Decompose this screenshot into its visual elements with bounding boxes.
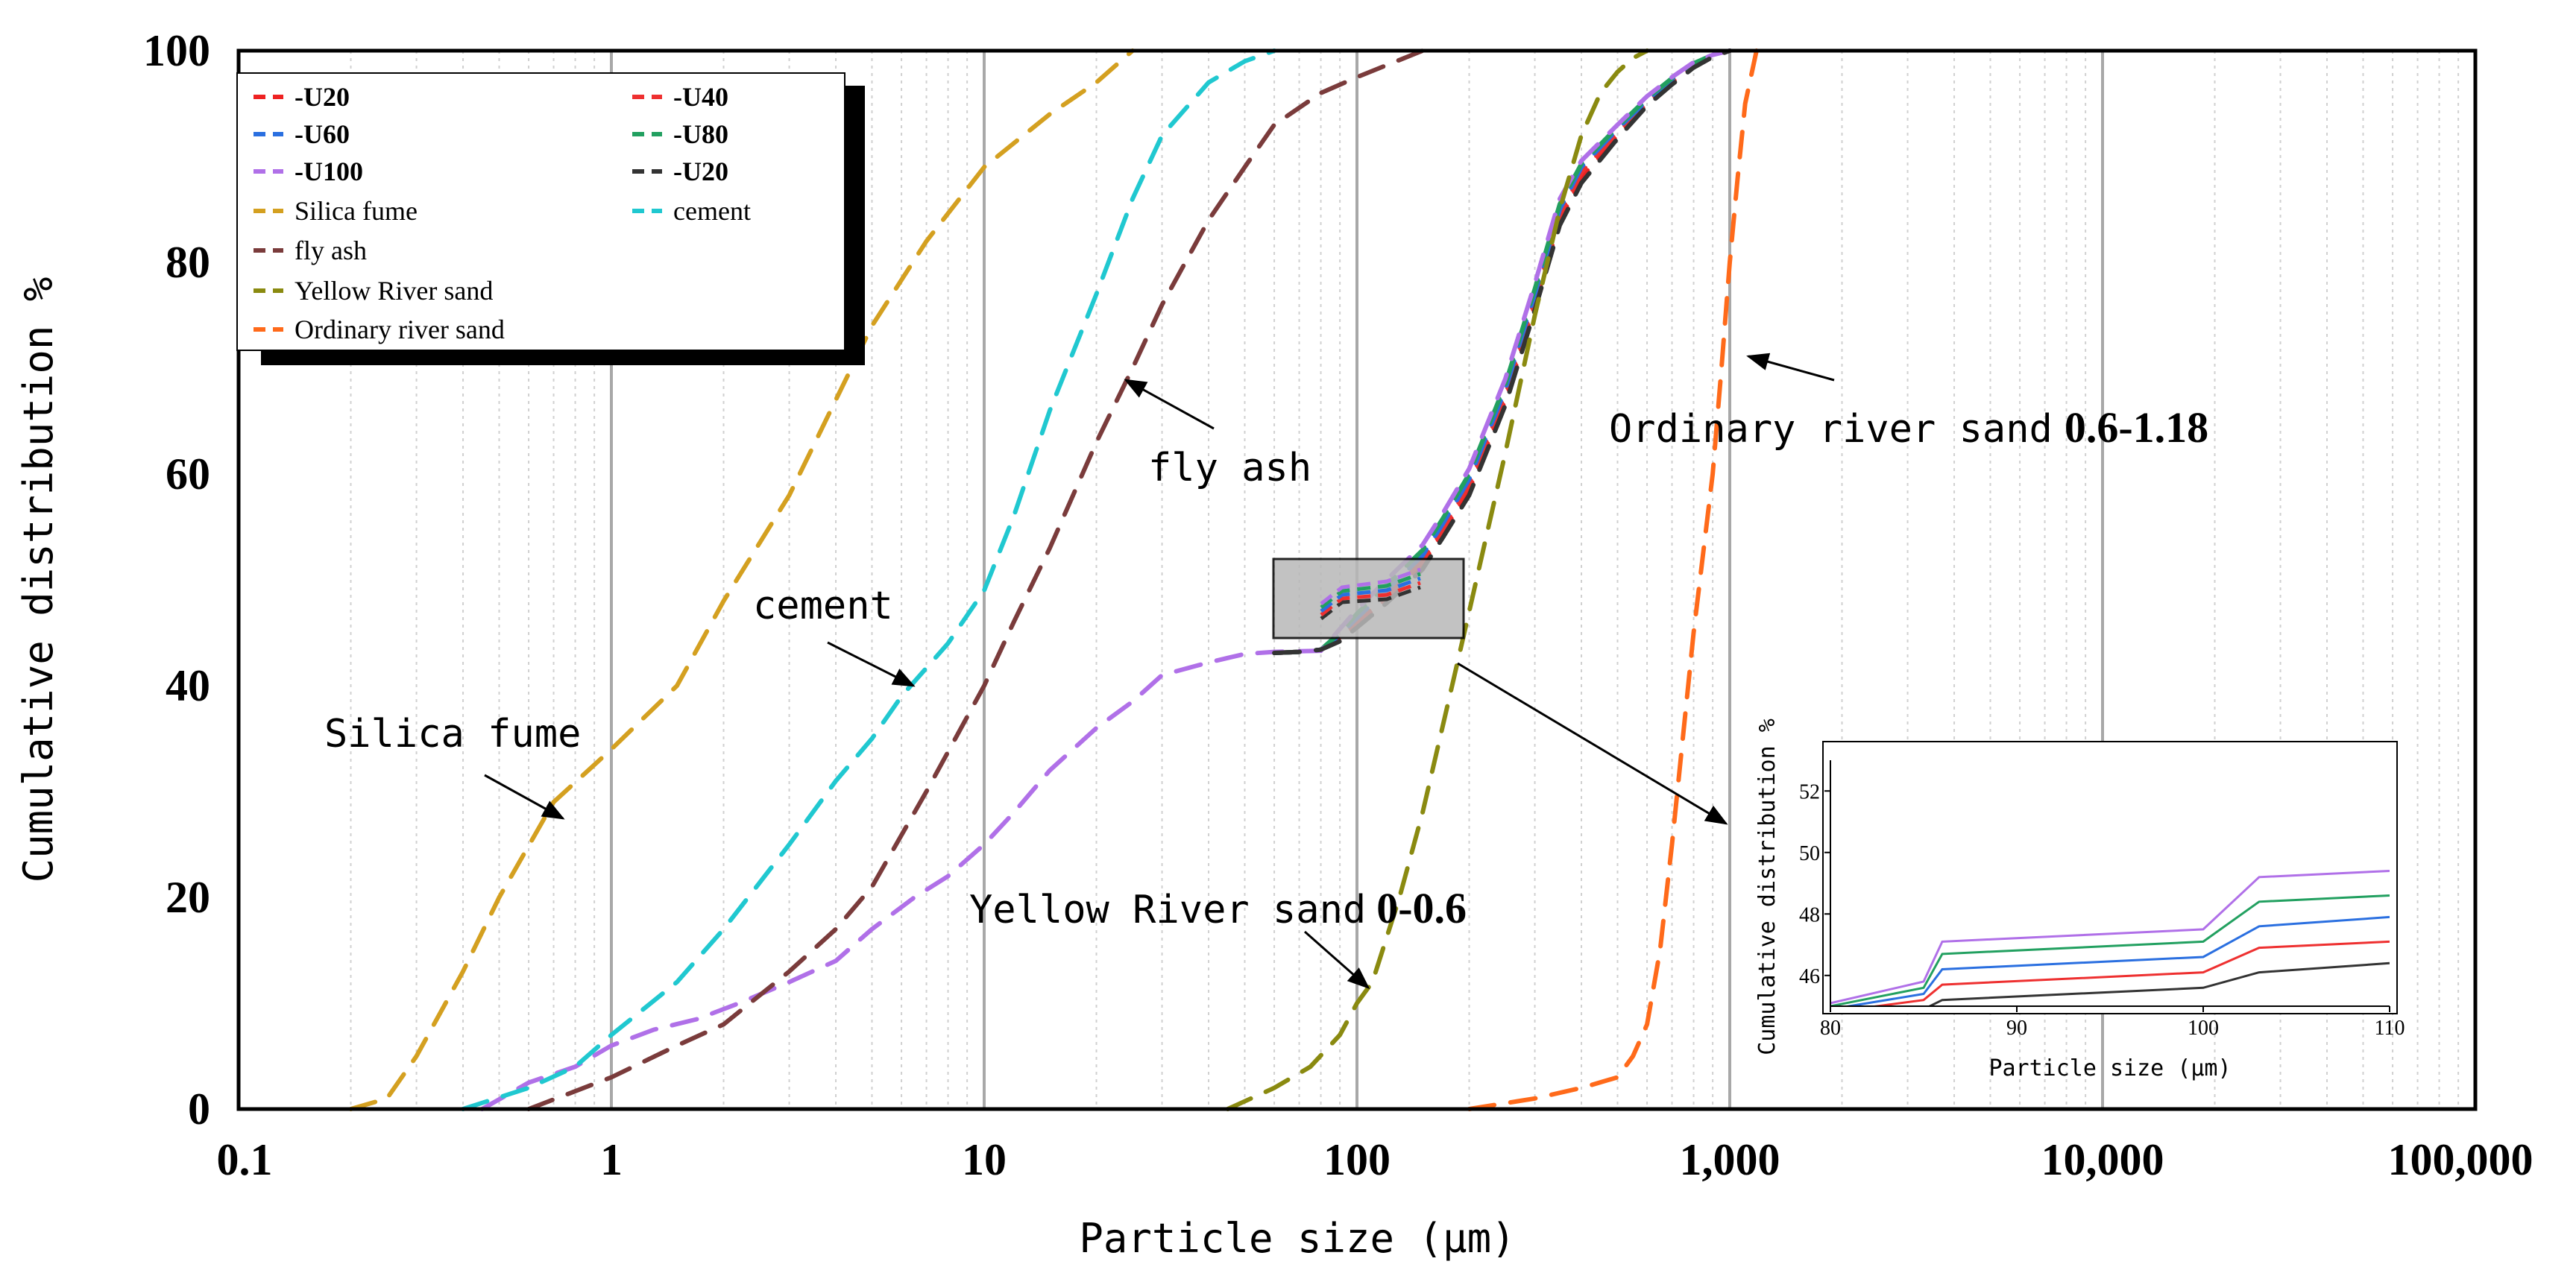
inset-x-tick-label: 90 (2006, 1017, 2027, 1040)
series-line-u100-4 (479, 48, 1732, 1111)
series-line-silica-fume-6 (348, 48, 1135, 1111)
inset-line-u60 (1842, 915, 2390, 1006)
legend-label-fly-ash: fly ash (295, 236, 367, 265)
zoom-detail-line (1320, 581, 1421, 616)
annotation-arrow (1304, 930, 1370, 989)
zoom-region-box (1272, 558, 1465, 639)
inset-line-u100 (1830, 870, 2390, 1005)
x-tick-label: 0.1 (217, 1135, 273, 1184)
inset-line-u80 (1830, 894, 2390, 1006)
y-tick-label: 100 (143, 26, 210, 75)
legend: -U20 -U40 -U60 -U80 -U100 -U20 Silica fume ceme… (253, 82, 751, 344)
zoom-detail-line (1320, 585, 1421, 620)
legend-label-u60: -U60 (295, 119, 350, 149)
inset-x-tick-label: 80 (1820, 1017, 1841, 1040)
inset-x-tick-label: 110 (2375, 1017, 2405, 1040)
inset-y-axis-title: Cumulative distribution % (1754, 718, 1780, 1055)
annotation-arrow (1457, 662, 1728, 825)
zoom-detail-line (1320, 576, 1421, 613)
annotation-arrow (1124, 379, 1215, 430)
series-line-ordinary-river-sand-10 (1467, 48, 1759, 1111)
x-tick-label: 10,000 (2041, 1135, 2164, 1184)
y-tick-label: 40 (166, 661, 210, 710)
legend-label-cement: cement (673, 196, 751, 226)
series-line-cement-7 (461, 48, 1277, 1111)
annotation-arrows (484, 353, 1835, 989)
x-axis-title: Particle size (μm) (1079, 1215, 1515, 1262)
y-axis-title: Cumulative distribution % (15, 277, 62, 883)
inset-x-axis-title: Particle size (μm) (1988, 1055, 2231, 1081)
inset-x-tick-label: 100 (2188, 1017, 2219, 1040)
series-line-fly-ash-8 (526, 48, 1425, 1111)
inset-series-layer (1830, 870, 2390, 1006)
legend-label-ordinary-river-sand: Ordinary river sand (295, 315, 505, 344)
legend-label-silica-fume: Silica fume (295, 196, 418, 226)
annotation-arrow (484, 774, 565, 820)
inset-y-tick-label: 50 (1799, 842, 1820, 865)
annotation-yellow-river-sand-range: 0-0.6 (1376, 884, 1467, 932)
inset-y-tick-label: 46 (1799, 965, 1820, 988)
y-tick-label: 0 (188, 1084, 210, 1134)
x-tick-label: 10 (962, 1135, 1007, 1184)
annotation-ordinary-river-sand-name: Ordinary river sand (1609, 407, 2053, 452)
annotation-yellow-river-sand-name: Yellow River sand (969, 888, 1366, 932)
annotation-ordinary-river-sand-range: 0.6-1.18 (2065, 403, 2208, 452)
y-tick-label: 80 (166, 238, 210, 287)
series-line-u20-5 (1272, 48, 1732, 655)
series-layer (348, 48, 1759, 1111)
inset-background (1822, 741, 2398, 1014)
inset-line-u20 (1927, 961, 2390, 1006)
annotation-arrow (1746, 353, 1835, 382)
zoom-detail-line (1320, 567, 1421, 605)
inset-chart: 80 90 100 110 46 48 50 52 (1799, 760, 2405, 1040)
series-line-yellow-river-sand-9 (1225, 48, 1650, 1111)
y-tick-label: 60 (166, 449, 210, 499)
legend-box (236, 72, 845, 351)
legend-label-u20: -U20 (673, 157, 728, 186)
legend-label-u100: -U100 (295, 157, 363, 186)
zoom-region-detail (1320, 567, 1421, 620)
annotation-cement: cement (753, 584, 893, 628)
y-tick-label: 20 (166, 873, 210, 922)
x-tick-label: 100 (1323, 1135, 1391, 1184)
legend-label-u40: -U40 (673, 82, 728, 112)
legend-label-u20: -U20 (295, 82, 350, 112)
legend-label-yellow-river-sand: Yellow River sand (295, 276, 493, 306)
x-tick-label: 1,000 (1680, 1135, 1780, 1184)
annotation-arrow (827, 641, 916, 687)
x-tick-label: 1 (600, 1135, 623, 1184)
zoom-detail-line (1320, 572, 1421, 609)
inset-line-u40 (1868, 940, 2390, 1006)
annotation-yellow-river-sand: Yellow River sand 0-0.6 (969, 884, 1467, 932)
inset-y-tick-label: 52 (1799, 780, 1820, 803)
inset-y-tick-label: 48 (1799, 903, 1820, 926)
annotation-ordinary-river-sand: Ordinary river sand 0.6-1.18 (1609, 403, 2208, 452)
annotation-silica-fume: Silica fume (324, 712, 581, 757)
legend-label-u80: -U80 (673, 119, 728, 149)
annotation-fly-ash: fly ash (1148, 446, 1311, 490)
y-tick-labels: 0 20 40 60 80 100 (143, 26, 210, 1134)
x-tick-labels: 0.1 1 10 100 1,000 10,000 100,000 (217, 1135, 2534, 1184)
x-tick-label: 100,000 (2388, 1135, 2534, 1184)
plot-frame (236, 48, 2478, 1111)
